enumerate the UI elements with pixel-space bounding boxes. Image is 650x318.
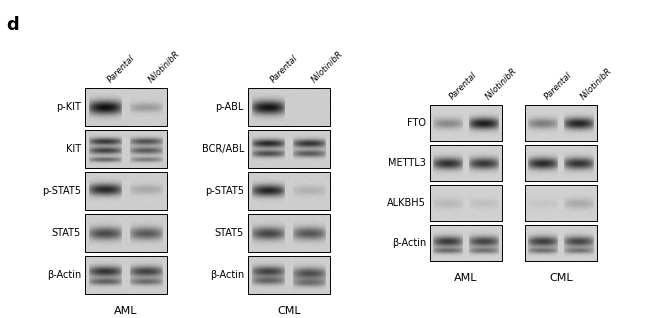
Text: Parental: Parental xyxy=(105,53,136,84)
Text: CML: CML xyxy=(549,273,573,283)
Text: Parental: Parental xyxy=(448,70,479,101)
Text: β-Actin: β-Actin xyxy=(392,238,426,248)
Bar xyxy=(248,214,330,252)
Text: FTO: FTO xyxy=(407,118,426,128)
Text: STAT5: STAT5 xyxy=(52,228,81,238)
Text: NilotinibR: NilotinibR xyxy=(146,49,181,84)
Bar xyxy=(248,130,330,168)
Bar xyxy=(525,225,597,261)
Text: AML: AML xyxy=(114,306,138,316)
Bar xyxy=(430,225,502,261)
Text: β-Actin: β-Actin xyxy=(210,270,244,280)
Bar xyxy=(525,185,597,221)
Bar xyxy=(525,105,597,141)
Bar xyxy=(85,214,167,252)
Bar xyxy=(248,256,330,294)
Text: d: d xyxy=(6,16,19,34)
Text: KIT: KIT xyxy=(66,144,81,154)
Text: NilotinibR: NilotinibR xyxy=(484,66,519,101)
Text: p-STAT5: p-STAT5 xyxy=(42,186,81,196)
Text: p-ABL: p-ABL xyxy=(216,102,244,112)
Text: Parental: Parental xyxy=(543,70,574,101)
Bar xyxy=(248,172,330,210)
Bar xyxy=(430,145,502,181)
Text: β-Actin: β-Actin xyxy=(47,270,81,280)
Text: Parental: Parental xyxy=(268,53,300,84)
Bar xyxy=(248,88,330,126)
Text: STAT5: STAT5 xyxy=(214,228,244,238)
Bar xyxy=(85,130,167,168)
Text: NilotinibR: NilotinibR xyxy=(579,66,614,101)
Text: ALKBH5: ALKBH5 xyxy=(387,198,426,208)
Bar xyxy=(430,185,502,221)
Bar xyxy=(85,256,167,294)
Bar xyxy=(85,172,167,210)
Text: AML: AML xyxy=(454,273,478,283)
Bar xyxy=(430,105,502,141)
Text: p-KIT: p-KIT xyxy=(56,102,81,112)
Text: NilotinibR: NilotinibR xyxy=(309,49,344,84)
Bar xyxy=(525,145,597,181)
Text: CML: CML xyxy=(277,306,301,316)
Text: p-STAT5: p-STAT5 xyxy=(205,186,244,196)
Bar xyxy=(85,88,167,126)
Text: BCR/ABL: BCR/ABL xyxy=(202,144,244,154)
Text: METTL3: METTL3 xyxy=(388,158,426,168)
